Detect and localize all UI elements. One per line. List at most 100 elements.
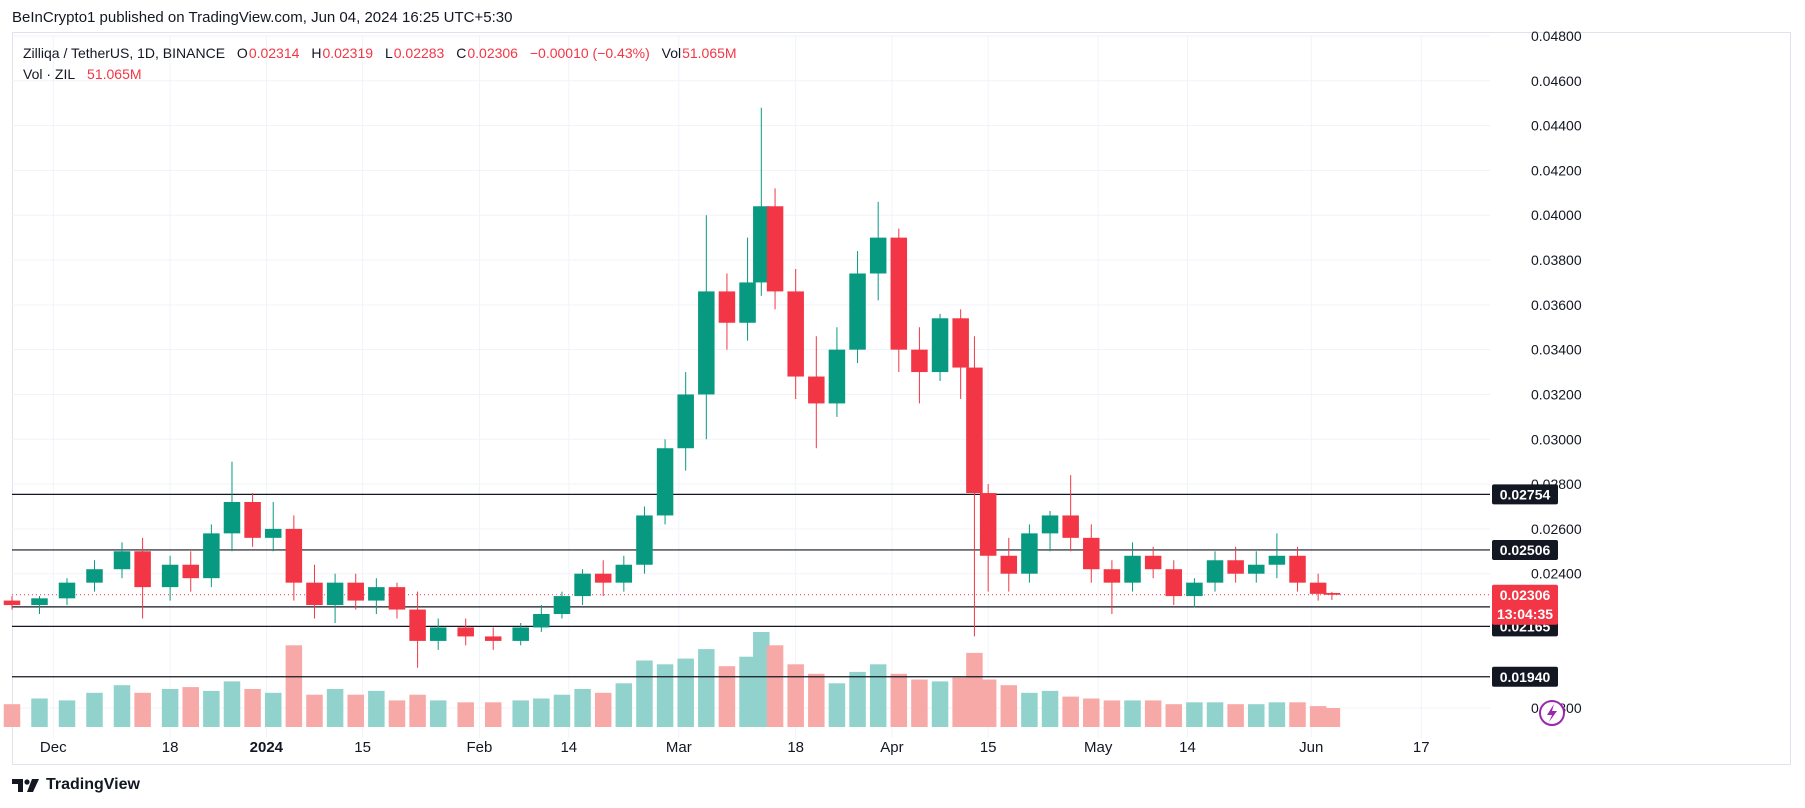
candle-body xyxy=(718,291,736,323)
candle-body xyxy=(1083,537,1100,570)
volume-series-value: 51.065M xyxy=(87,66,142,82)
volume-bar xyxy=(484,702,502,727)
countdown-label: 13:04:35 xyxy=(1497,606,1553,622)
candle-body xyxy=(1062,515,1079,538)
y-tick-label: 0.03400 xyxy=(1531,342,1582,358)
volume-bar xyxy=(574,689,591,727)
candle-body xyxy=(368,587,385,601)
price-chart[interactable]: 0.04800 0.04600 0.04400 0.04200 0.04000 0.038… xyxy=(0,0,1805,770)
volume-bar xyxy=(1144,700,1162,727)
volume-bar xyxy=(1000,685,1018,727)
level-tag-label: 0.01940 xyxy=(1500,669,1551,685)
volume-bar xyxy=(1323,708,1341,727)
x-tick-label: 14 xyxy=(1179,739,1196,756)
last-price-tag xyxy=(1492,584,1558,625)
candle-body xyxy=(1268,555,1286,565)
y-tick-label: 0.04400 xyxy=(1531,118,1582,134)
volume-bar xyxy=(347,694,364,727)
candle-body xyxy=(1103,569,1121,583)
footer-brand: TradingView xyxy=(46,776,140,793)
candle-body xyxy=(656,448,674,516)
volume-bar xyxy=(533,698,550,727)
publisher-line: BeInCrypto1 published on TradingView.com… xyxy=(12,9,513,26)
candle-body xyxy=(223,502,241,534)
volume-bar xyxy=(58,700,76,727)
price-tags: 0.027540.025060.022520.021650.019400.023… xyxy=(1492,484,1558,687)
volume-bar xyxy=(718,666,736,727)
volume-bar xyxy=(869,664,887,727)
volume-bar xyxy=(979,679,997,727)
candle-body xyxy=(1289,555,1306,583)
volume-bar xyxy=(787,664,804,727)
y-tick-label: 0.02400 xyxy=(1531,566,1582,582)
y-tick-label: 0.03000 xyxy=(1531,431,1582,447)
volume-bar xyxy=(1289,702,1306,727)
volume-bar xyxy=(326,689,344,727)
open-label: O xyxy=(236,45,248,61)
candle-body xyxy=(1186,582,1203,597)
x-tick-label: 2024 xyxy=(250,739,284,756)
candle-body xyxy=(698,291,715,395)
y-tick-label: 0.03800 xyxy=(1531,252,1582,268)
volume-bar xyxy=(766,645,784,727)
level-tag-label: 0.02754 xyxy=(1500,486,1551,502)
volume-bar xyxy=(656,664,674,727)
volume-bar xyxy=(429,700,447,727)
volume-bar xyxy=(553,694,571,727)
candle-body xyxy=(553,596,571,615)
candle-body xyxy=(849,273,866,350)
candle-body xyxy=(594,573,612,583)
candle-body xyxy=(911,349,928,373)
volume-bar xyxy=(849,671,866,727)
level-tag xyxy=(1492,539,1558,560)
volume-series-label[interactable]: Vol · ZIL xyxy=(23,66,76,82)
volume-bar xyxy=(512,700,529,727)
candle-body xyxy=(615,564,633,583)
candle-body xyxy=(1000,555,1018,574)
x-tick-label: Dec xyxy=(40,739,67,756)
close-value: 0.02306 xyxy=(467,45,518,61)
lightning-icon[interactable] xyxy=(1539,700,1565,726)
candle-body xyxy=(484,636,502,641)
candle-body xyxy=(244,502,261,538)
volume-bar xyxy=(1041,690,1059,727)
candle-body xyxy=(890,237,908,350)
volume-bar xyxy=(1021,692,1038,727)
volume-bar xyxy=(952,677,969,727)
volume-bar xyxy=(1124,700,1141,727)
y-tick-label: 0.04800 xyxy=(1531,28,1582,44)
volume-bar xyxy=(409,694,426,727)
x-tick-label: 17 xyxy=(1413,739,1430,756)
symbol-title[interactable]: Zilliqa / TetherUS, 1D, BINANCE xyxy=(23,45,226,61)
candle-body xyxy=(677,394,694,449)
volume-bar xyxy=(161,689,179,727)
x-tick-label: Jun xyxy=(1299,739,1323,756)
volume-label: Vol xyxy=(661,45,682,61)
time-axis: Dec 18 2024 15 Feb 14 Mar 18 Apr 15 May 14 Jun 17 xyxy=(40,739,1430,756)
low-value: 0.02283 xyxy=(393,45,445,61)
x-tick-label: 15 xyxy=(354,739,371,756)
candle-body xyxy=(1041,515,1059,534)
volume-bar xyxy=(264,692,282,727)
candle-body xyxy=(86,569,103,583)
volume-bar xyxy=(594,692,612,727)
candle-body xyxy=(512,627,529,641)
volume-bars xyxy=(3,632,1341,727)
volume-bar xyxy=(1206,702,1224,727)
candle-body xyxy=(931,318,949,373)
y-tick-label: 0.04600 xyxy=(1531,73,1582,89)
volume-bar xyxy=(890,673,908,727)
candle-body xyxy=(31,598,48,606)
volume-bar xyxy=(457,702,474,727)
volume-bar xyxy=(182,687,199,727)
tradingview-logo[interactable]: TradingView xyxy=(12,776,140,794)
candle-body xyxy=(429,627,447,641)
candle-body xyxy=(161,564,179,588)
candle-body xyxy=(388,587,406,610)
volume-bar xyxy=(1186,702,1203,727)
volume-bar xyxy=(677,658,694,727)
volume-bar xyxy=(223,681,241,727)
volume-bar xyxy=(1165,704,1183,727)
high-label: H xyxy=(311,45,322,61)
candle-body xyxy=(457,627,474,637)
